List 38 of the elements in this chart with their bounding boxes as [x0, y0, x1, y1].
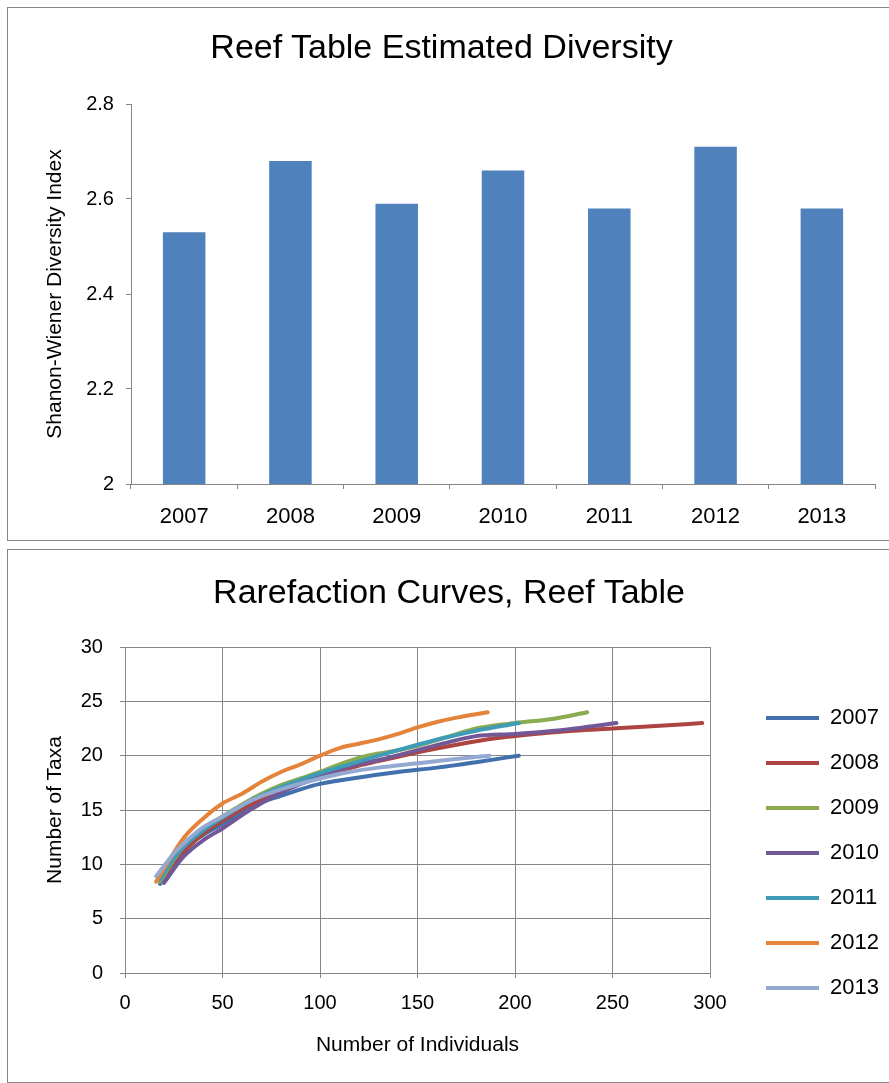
y-tick-label: 2.6	[86, 186, 114, 209]
x-tick-label: 100	[303, 990, 337, 1013]
x-tick-label: 250	[595, 990, 630, 1013]
x-tick-label: 2007	[159, 503, 209, 529]
y-tick-label: 15	[80, 797, 103, 820]
x-tick-label: 200	[498, 990, 532, 1013]
y-tick-label: 0	[91, 960, 103, 983]
legend-label: 2010	[830, 839, 879, 865]
y-axis-title: Shanon-Wiener Diversity Index	[41, 148, 65, 439]
y-tick-label: 30	[80, 634, 103, 657]
legend-label: 2011	[830, 884, 878, 910]
x-tick-label: 2012	[691, 503, 741, 529]
y-tick-label: 2	[102, 471, 114, 494]
x-tick-label: 2009	[372, 503, 422, 529]
chart-title: Reef Table Estimated Diversity	[210, 27, 673, 66]
y-tick-label: 2.2	[86, 376, 114, 399]
legend-label: 2009	[830, 794, 879, 820]
y-tick-label: 20	[80, 743, 103, 766]
y-tick-label: 10	[80, 851, 103, 874]
chart-title: Rarefaction Curves, Reef Table	[213, 572, 685, 611]
y-tick-label: 5	[91, 906, 103, 929]
y-axis-title: Number of Taxa	[41, 735, 65, 884]
x-tick-label: 50	[211, 990, 234, 1013]
x-tick-label: 2011	[585, 503, 633, 529]
legend-label: 2008	[830, 749, 879, 775]
legend-label: 2007	[830, 704, 879, 730]
x-tick-label: 2008	[265, 503, 315, 529]
y-tick-label: 2.8	[86, 91, 114, 114]
x-tick-label: 300	[693, 990, 727, 1013]
legend-label: 2012	[830, 929, 879, 955]
y-tick-label: 25	[80, 688, 103, 711]
x-tick-label: 2013	[797, 503, 847, 529]
x-axis-title: Number of Individuals	[315, 1031, 520, 1055]
y-tick-label: 2.4	[86, 281, 114, 304]
x-tick-label: 150	[400, 990, 435, 1013]
line-series	[154, 710, 490, 884]
x-tick-label: 2010	[478, 503, 528, 529]
x-tick-label: 0	[119, 990, 131, 1013]
